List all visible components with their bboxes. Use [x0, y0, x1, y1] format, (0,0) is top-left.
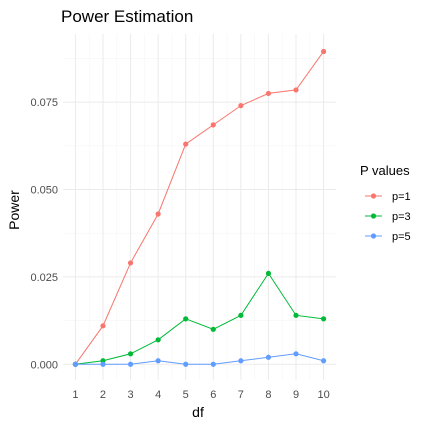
- legend-label: p=1: [392, 191, 411, 203]
- legend-item: p=5: [365, 231, 411, 243]
- data-point: [238, 312, 244, 318]
- data-point: [265, 90, 272, 97]
- legend-items: p=1 p=3 p=5: [365, 191, 411, 243]
- x-tick-label: 10: [317, 389, 329, 401]
- data-point: [210, 361, 216, 367]
- x-tick-label: 3: [127, 389, 133, 401]
- data-point: [100, 361, 106, 367]
- data-point: [100, 323, 106, 329]
- x-tick-label: 6: [210, 389, 216, 401]
- x-tick-label: 1: [72, 389, 78, 401]
- data-point: [210, 326, 216, 332]
- data-point: [293, 87, 299, 93]
- series-line: [75, 51, 324, 365]
- data-point: [127, 351, 134, 357]
- y-axis-ticks: 0.000 0.025 0.050 0.075: [30, 97, 58, 371]
- legend-item: p=3: [365, 211, 411, 223]
- x-tick-label: 5: [183, 389, 189, 401]
- data-point: [265, 270, 272, 277]
- data-point: [320, 48, 327, 55]
- y-tick-label: 0.075: [30, 97, 58, 109]
- legend-label: p=5: [392, 231, 411, 243]
- data-point: [320, 358, 327, 364]
- legend-key-point: [370, 193, 377, 199]
- data-point: [127, 361, 134, 367]
- legend: P values p=1 p=3 p=5: [360, 163, 411, 243]
- y-axis-title: Power: [6, 190, 22, 230]
- legend-item: p=1: [365, 191, 411, 203]
- legend-key-point: [370, 233, 377, 239]
- data-point: [210, 122, 216, 128]
- data-point: [265, 354, 272, 360]
- legend-title: P values: [360, 163, 410, 178]
- series-line: [75, 353, 324, 365]
- x-axis-ticks: 1 2 3 4 5 6 7 8 9 10: [72, 389, 329, 401]
- chart-title: Power Estimation: [61, 7, 193, 26]
- y-tick-label: 0.025: [30, 272, 58, 284]
- data-point: [155, 211, 161, 217]
- data-point: [155, 337, 161, 343]
- x-tick-label: 9: [293, 389, 299, 401]
- y-tick-label: 0.050: [30, 185, 58, 197]
- data-point: [183, 141, 189, 147]
- series-p=5: [72, 351, 327, 367]
- x-axis-title: df: [192, 404, 204, 420]
- data-point: [320, 316, 327, 322]
- x-tick-label: 4: [155, 389, 161, 401]
- data-point: [238, 358, 244, 364]
- data-point: [127, 260, 134, 266]
- legend-label: p=3: [392, 211, 411, 223]
- data-point: [293, 312, 299, 318]
- series-layer: [72, 48, 327, 367]
- data-point: [238, 103, 244, 109]
- data-point: [183, 361, 189, 367]
- data-point: [155, 358, 161, 364]
- data-point: [293, 351, 299, 357]
- data-point: [183, 316, 189, 322]
- x-tick-label: 8: [265, 389, 271, 401]
- legend-key-point: [370, 213, 377, 219]
- series-line: [75, 272, 324, 365]
- data-point: [72, 361, 79, 367]
- x-tick-label: 7: [238, 389, 244, 401]
- x-tick-label: 2: [100, 389, 106, 401]
- y-tick-label: 0.000: [30, 359, 58, 371]
